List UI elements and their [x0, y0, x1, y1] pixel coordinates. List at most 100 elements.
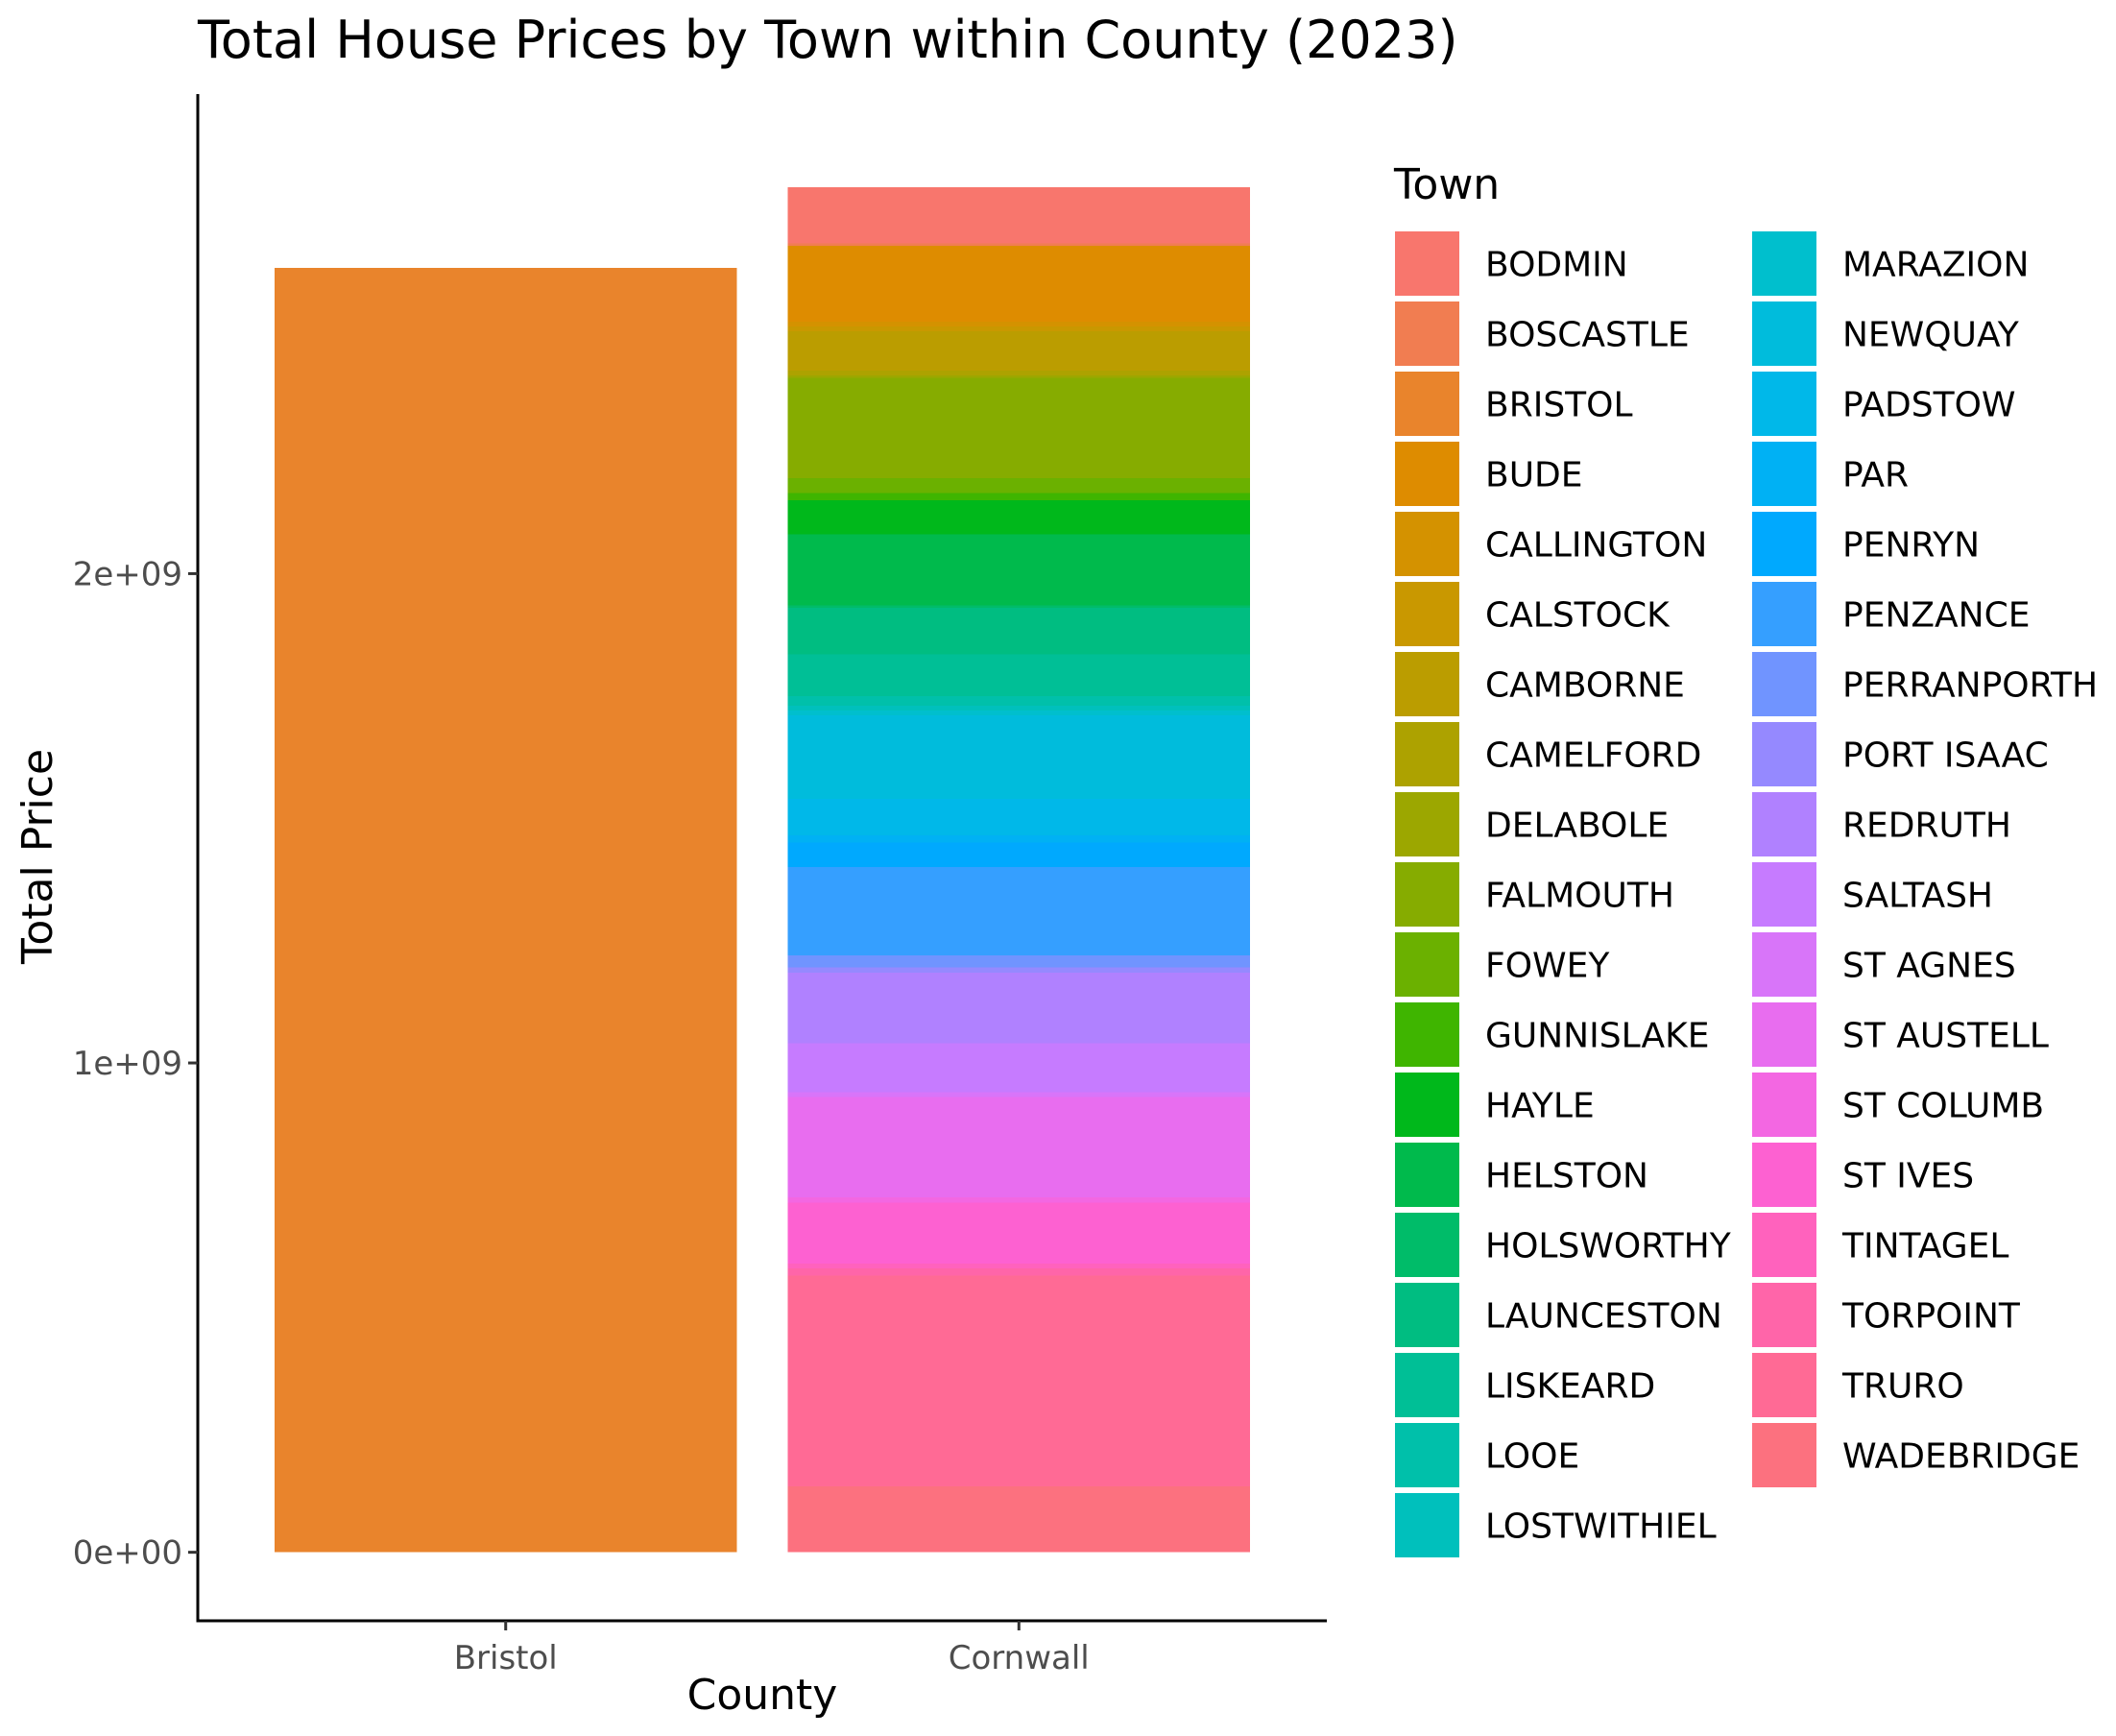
bar-segment-cornwall-redruth [787, 972, 1250, 1044]
bar-segment-cornwall-lostwithiel [787, 706, 1250, 711]
legend-key-gunnislake [1393, 1001, 1461, 1069]
legend-label-delabole: DELABOLE [1485, 807, 1669, 846]
legend-key-callington [1393, 510, 1461, 578]
legend-label-calstock: CALSTOCK [1485, 596, 1671, 636]
bar-segment-cornwall-liskeard [787, 654, 1250, 696]
legend-key-wadebridge [1750, 1421, 1818, 1489]
legend-label-launceston: LAUNCESTON [1485, 1297, 1722, 1337]
legend-key-port-isaac [1750, 720, 1818, 788]
legend-key-penzance [1750, 580, 1818, 648]
legend-key-camborne [1393, 650, 1461, 718]
legend-key-boscastle [1393, 300, 1461, 368]
legend-key-holsworthy [1393, 1211, 1461, 1279]
legend-label-falmouth: FALMOUTH [1485, 877, 1674, 916]
bar-segment-cornwall-newquay [787, 715, 1250, 799]
legend-key-bristol [1393, 370, 1461, 438]
legend-key-st-austell [1750, 1001, 1818, 1069]
legend-key-truro [1750, 1351, 1818, 1419]
legend-key-liskeard [1393, 1351, 1461, 1419]
legend-label-hayle: HAYLE [1485, 1087, 1595, 1126]
bar-segment-cornwall-wadebridge [787, 1485, 1250, 1553]
legend-key-fowey [1393, 930, 1461, 999]
bar-segment-cornwall-torpoint [787, 1268, 1250, 1276]
y-tick-label: 1e+09 [73, 1045, 182, 1083]
bar-segment-cornwall-looe [787, 695, 1250, 707]
bar-segment-cornwall-bude [787, 245, 1250, 322]
bar-segment-cornwall-saltash [787, 1043, 1250, 1093]
y-axis-title: Total Price [13, 749, 62, 965]
legend-key-lostwithiel [1393, 1491, 1461, 1559]
bar-segment-cornwall-port-isaac [787, 967, 1250, 973]
bar-segment-cornwall-camelford [787, 370, 1250, 376]
legend-label-lostwithiel: LOSTWITHIEL [1485, 1507, 1717, 1547]
legend-label-marazion: MARAZION [1842, 246, 2029, 285]
legend-label-callington: CALLINGTON [1485, 526, 1707, 566]
x-tick-label: Bristol [454, 1639, 558, 1677]
bar-segment-cornwall-st-agnes [787, 1092, 1250, 1097]
legend-label-helston: HELSTON [1485, 1157, 1648, 1196]
bars-layer [275, 186, 1250, 1553]
legend-key-torpoint [1750, 1281, 1818, 1349]
bar-segment-cornwall-boscastle [787, 243, 1250, 246]
legend-key-redruth [1750, 790, 1818, 858]
legend-label-bude: BUDE [1485, 456, 1583, 495]
legend-label-tintagel: TINTAGEL [1841, 1227, 2008, 1266]
legend-label-port-isaac: PORT ISAAC [1842, 736, 2049, 776]
legend-key-calstock [1393, 580, 1461, 648]
legend-label-looe: LOOE [1485, 1437, 1579, 1477]
legend-title: Town [1393, 160, 1500, 209]
bar-segment-cornwall-penzance [787, 867, 1250, 955]
legend-label-par: PAR [1842, 456, 1909, 495]
legend-key-marazion [1750, 229, 1818, 298]
legend-key-st-columb [1750, 1071, 1818, 1139]
y-ticks: 0e+00 1e+09 2e+09 [73, 555, 198, 1573]
legend-key-tintagel [1750, 1211, 1818, 1279]
legend-key-par [1750, 440, 1818, 508]
legend-key-looe [1393, 1421, 1461, 1489]
bar-segment-cornwall-camborne [787, 331, 1250, 371]
legend-label-liskeard: LISKEARD [1485, 1367, 1655, 1407]
legend-label-penryn: PENRYN [1842, 526, 1980, 566]
legend-key-newquay [1750, 300, 1818, 368]
legend-label-bristol: BRISTOL [1485, 386, 1633, 425]
y-tick-label: 0e+00 [73, 1534, 182, 1573]
legend-label-st-austell: ST AUSTELL [1842, 1017, 2049, 1056]
bar-segment-cornwall-fowey [787, 478, 1250, 494]
axes-layer [196, 94, 1327, 1623]
legend-key-st-ives [1750, 1141, 1818, 1209]
legend-label-perranporth: PERRANPORTH [1842, 666, 2098, 706]
legend-key-launceston [1393, 1281, 1461, 1349]
bar-segment-cornwall-st-austell [787, 1097, 1250, 1198]
bar-segment-cornwall-truro [787, 1275, 1250, 1486]
y-tick-label: 2e+09 [73, 555, 182, 593]
bar-segment-cornwall-gunnislake [787, 493, 1250, 500]
legend-label-fowey: FOWEY [1485, 947, 1610, 986]
legend-label-st-columb: ST COLUMB [1842, 1087, 2044, 1126]
bar-segment-cornwall-marazion [787, 711, 1250, 716]
legend-key-camelford [1393, 720, 1461, 788]
bar-segment-cornwall-delabole [787, 375, 1250, 378]
legend-key-hayle [1393, 1071, 1461, 1139]
legend-label-padstow: PADSTOW [1842, 386, 2016, 425]
legend-label-torpoint: TORPOINT [1841, 1297, 2021, 1337]
legend-key-bude [1393, 440, 1461, 508]
bar-segment-cornwall-st-columb [787, 1197, 1250, 1203]
x-axis-title: County [687, 1671, 838, 1720]
bar-segment-cornwall-callington [787, 321, 1250, 327]
bar-segment-cornwall-tintagel [787, 1263, 1250, 1269]
legend-label-st-ives: ST IVES [1842, 1157, 1974, 1196]
bar-segment-cornwall-helston [787, 534, 1250, 606]
legend-label-newquay: NEWQUAY [1842, 316, 2020, 355]
legend-key-padstow [1750, 370, 1818, 438]
legend-key-perranporth [1750, 650, 1818, 718]
x-ticks: Bristol Cornwall [454, 1621, 1090, 1677]
legend-key-penryn [1750, 510, 1818, 578]
bar-segment-bristol-bristol [275, 267, 737, 1553]
legend-label-gunnislake: GUNNISLAKE [1485, 1017, 1709, 1056]
legend-key-helston [1393, 1141, 1461, 1209]
legend-label-wadebridge: WADEBRIDGE [1842, 1437, 2080, 1477]
bar-segment-cornwall-hayle [787, 499, 1250, 535]
legend-label-st-agnes: ST AGNES [1842, 947, 2016, 986]
chart-title: Total House Prices by Town within County… [197, 10, 1458, 70]
